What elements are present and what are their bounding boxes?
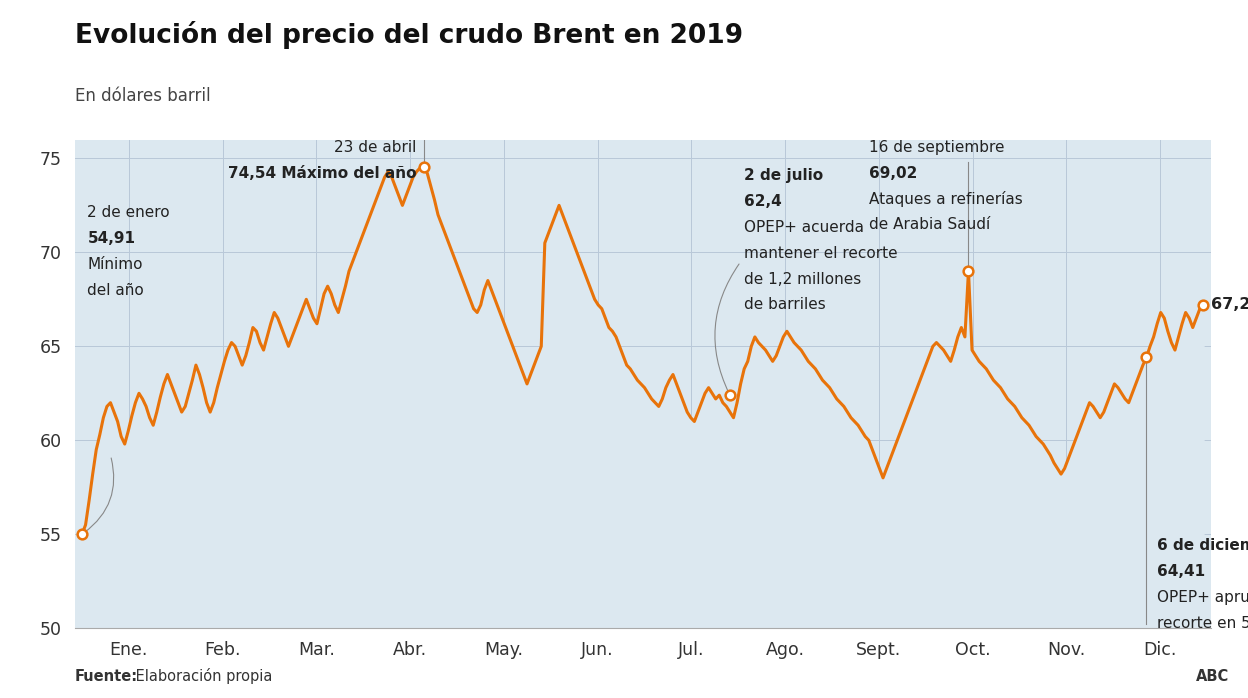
Text: Elaboración propia: Elaboración propia (131, 668, 272, 684)
Text: 74,54 Máximo del año: 74,54 Máximo del año (228, 165, 417, 181)
Text: mantener el recorte: mantener el recorte (744, 246, 897, 260)
Text: Evolución del precio del crudo Brent en 2019: Evolución del precio del crudo Brent en … (75, 21, 743, 49)
Text: 64,41: 64,41 (1157, 564, 1206, 579)
Text: 6 de diciembre: 6 de diciembre (1157, 538, 1248, 553)
Text: 67,21: 67,21 (1211, 297, 1248, 312)
Text: 2 de julio: 2 de julio (744, 168, 824, 183)
Text: 16 de septiembre: 16 de septiembre (869, 140, 1005, 154)
Text: Mínimo: Mínimo (87, 258, 142, 272)
Text: 2 de enero: 2 de enero (87, 205, 170, 221)
Text: OPEP+ aprueba ampliar el: OPEP+ aprueba ampliar el (1157, 590, 1248, 605)
Text: 23 de abril: 23 de abril (334, 140, 417, 154)
Text: Ataques a refinerías: Ataques a refinerías (869, 191, 1022, 207)
Text: ABC: ABC (1196, 669, 1229, 684)
Text: 69,02: 69,02 (869, 165, 917, 181)
Text: recorte en 500.000 barriles: recorte en 500.000 barriles (1157, 616, 1248, 631)
Text: de 1,2 millones: de 1,2 millones (744, 272, 861, 286)
Text: OPEP+ acuerda: OPEP+ acuerda (744, 220, 864, 235)
Text: Fuente:: Fuente: (75, 669, 139, 684)
Text: En dólares barril: En dólares barril (75, 87, 211, 105)
Text: del año: del año (87, 283, 144, 298)
Text: 62,4: 62,4 (744, 194, 782, 209)
Text: 54,91: 54,91 (87, 231, 135, 246)
Text: de Arabia Saudí: de Arabia Saudí (869, 217, 990, 232)
Text: de barriles: de barriles (744, 297, 826, 313)
